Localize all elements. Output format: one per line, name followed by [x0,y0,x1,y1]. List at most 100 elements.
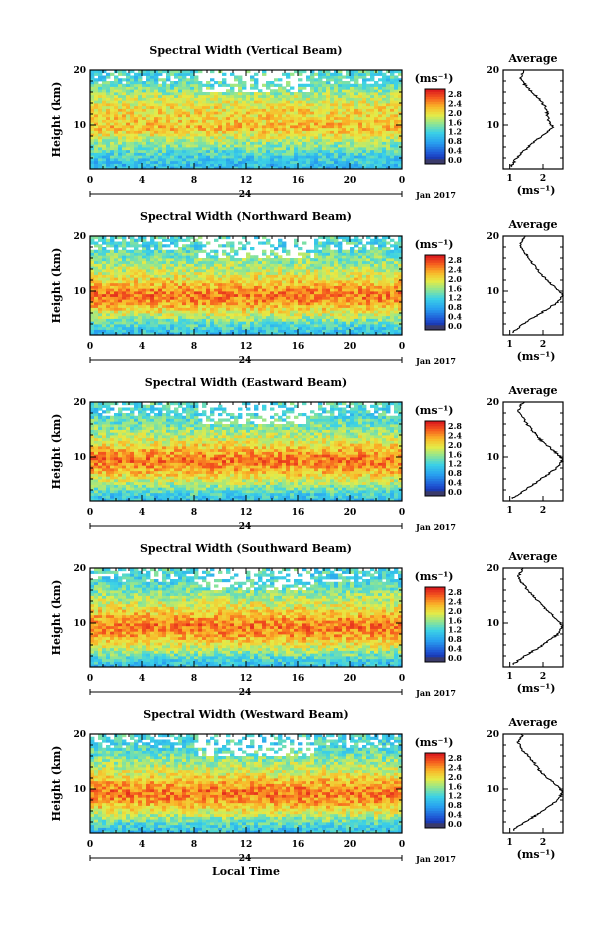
heatmap-cell [230,83,235,87]
heatmap-cell [374,271,379,275]
heatmap-cell [210,288,215,292]
heatmap-cell [374,108,379,112]
heatmap-cell [234,307,239,311]
heatmap-cell [210,285,215,289]
heatmap-cell [326,307,331,311]
heatmap-cell [334,144,339,148]
heatmap-cell [386,92,391,96]
heatmap-cell [290,266,295,270]
heatmap-cell [306,155,311,159]
heatmap-cell [162,114,167,118]
heatmap-cell [266,97,271,101]
heatmap-cell [178,160,183,164]
heatmap-cell [206,127,211,131]
heatmap-cell [210,144,215,148]
heatmap-cell [330,293,335,297]
heatmap-cell [386,158,391,162]
heatmap-cell [122,133,127,137]
heatmap-cell [350,321,355,325]
heatmap-cell [134,125,139,129]
heatmap-cell [290,92,295,96]
heatmap-cell [214,291,219,295]
heatmap-cell [382,274,387,278]
heatmap-cell [214,114,219,118]
heatmap-cell [94,307,99,311]
heatmap-cell [322,304,327,308]
heatmap-cell [154,163,159,167]
heatmap-cell [90,307,95,311]
heatmap-cell [354,86,359,90]
heatmap-cell [370,302,375,306]
heatmap-cell [234,144,239,148]
heatmap-cell [246,127,251,131]
heatmap-cell [206,277,211,281]
heatmap-cell [210,163,215,167]
heatmap-cell [354,332,359,336]
heatmap-cell [318,72,323,76]
heatmap-cell [138,86,143,90]
heatmap-cell [154,280,159,284]
heatmap-cell [282,302,287,306]
heatmap-cell [202,329,207,333]
heatmap-cell [294,127,299,131]
heatmap-cell [394,119,399,123]
heatmap-cell [174,152,179,156]
heatmap-cell [98,304,103,308]
heatmap-cell [94,152,99,156]
heatmap-cell [246,166,251,170]
heatmap-cell [342,313,347,317]
heatmap-cell [262,70,267,74]
heatmap-cell [106,266,111,270]
heatmap-cell [318,125,323,129]
heatmap-cell [150,78,155,82]
heatmap-cell [166,86,171,90]
heatmap-cell [294,324,299,328]
heatmap-cell [118,152,123,156]
heatmap-cell [346,133,351,137]
heatmap-cell [362,258,367,262]
heatmap-cell [346,89,351,93]
heatmap-cell [126,260,131,264]
heatmap-cell [138,70,143,74]
heatmap-cell [314,155,319,159]
heatmap-cell [274,263,279,267]
heatmap-cell [382,299,387,303]
heatmap-cell [326,158,331,162]
heatmap-cell [234,141,239,145]
heatmap-cell [338,114,343,118]
heatmap-cell [270,100,275,104]
heatmap-cell [110,100,115,104]
heatmap-cell [298,72,303,76]
heatmap-cell [274,138,279,142]
heatmap-cell [290,105,295,109]
heatmap-cell [330,280,335,284]
heatmap-cell [134,83,139,87]
heatmap-cell [342,315,347,319]
heatmap-cell [326,291,331,295]
heatmap-cell [170,324,175,328]
heatmap-cell [190,160,195,164]
heatmap-cell [306,307,311,311]
heatmap-cell [350,155,355,159]
heatmap-cell [242,94,247,98]
heatmap-cell [378,114,383,118]
heatmap-cell [366,158,371,162]
heatmap-cell [230,318,235,322]
heatmap-cell [142,329,147,333]
heatmap-cell [286,152,291,156]
heatmap-cell [326,304,331,308]
heatmap-cell [234,326,239,330]
heatmap-cell [154,86,159,90]
heatmap-cell [282,163,287,167]
heatmap-cell [330,75,335,79]
heatmap-cell [174,260,179,264]
heatmap-cell [350,304,355,308]
heatmap-cell [282,282,287,286]
heatmap-cell [102,75,107,79]
heatmap-cell [270,266,275,270]
heatmap-cell [130,83,135,87]
heatmap-cell [106,332,111,336]
heatmap-cell [302,152,307,156]
heatmap-cell [194,266,199,270]
heatmap-cell [214,122,219,126]
